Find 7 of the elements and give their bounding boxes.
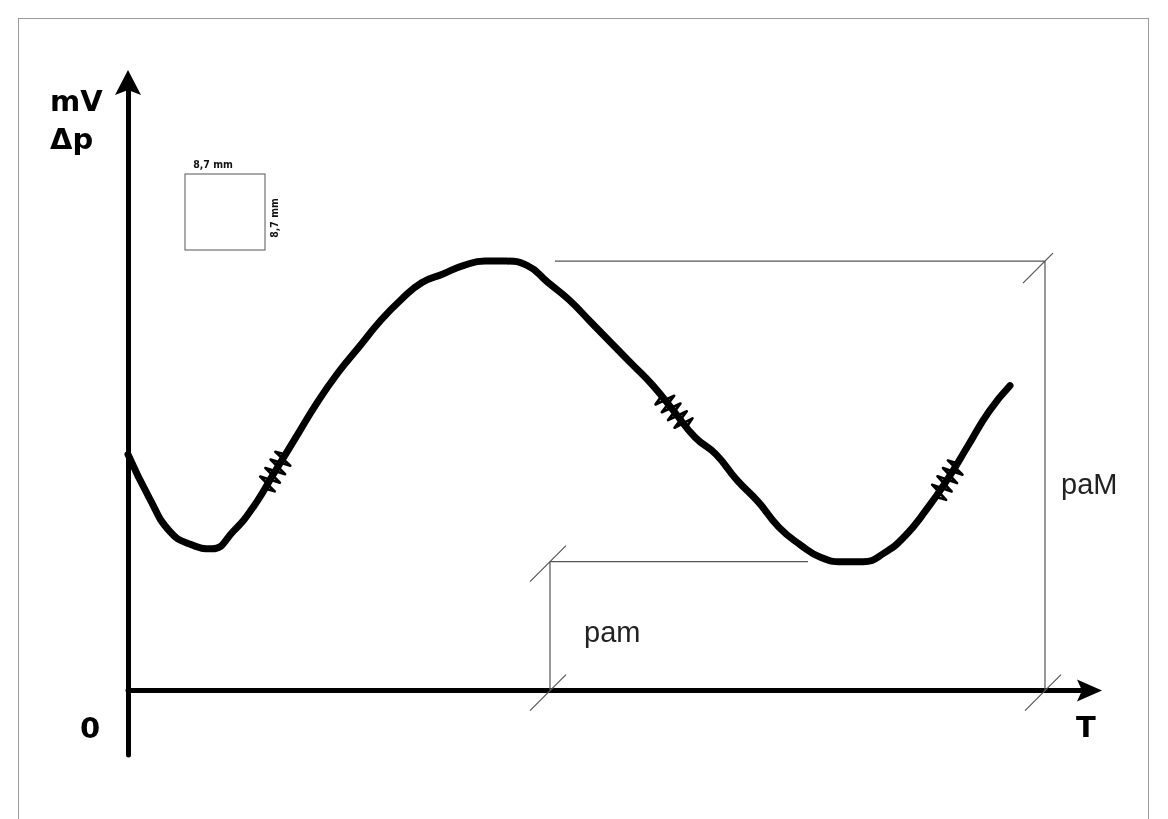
annotation: pam xyxy=(584,615,641,648)
y-axis-title: mV Δp xyxy=(50,84,104,156)
text: paM xyxy=(1061,467,1118,500)
text: 8,7 mm xyxy=(268,197,280,238)
x-axis-title: T xyxy=(1076,709,1096,744)
text: 8,7 mm xyxy=(193,158,234,170)
text: 0 xyxy=(80,710,101,745)
